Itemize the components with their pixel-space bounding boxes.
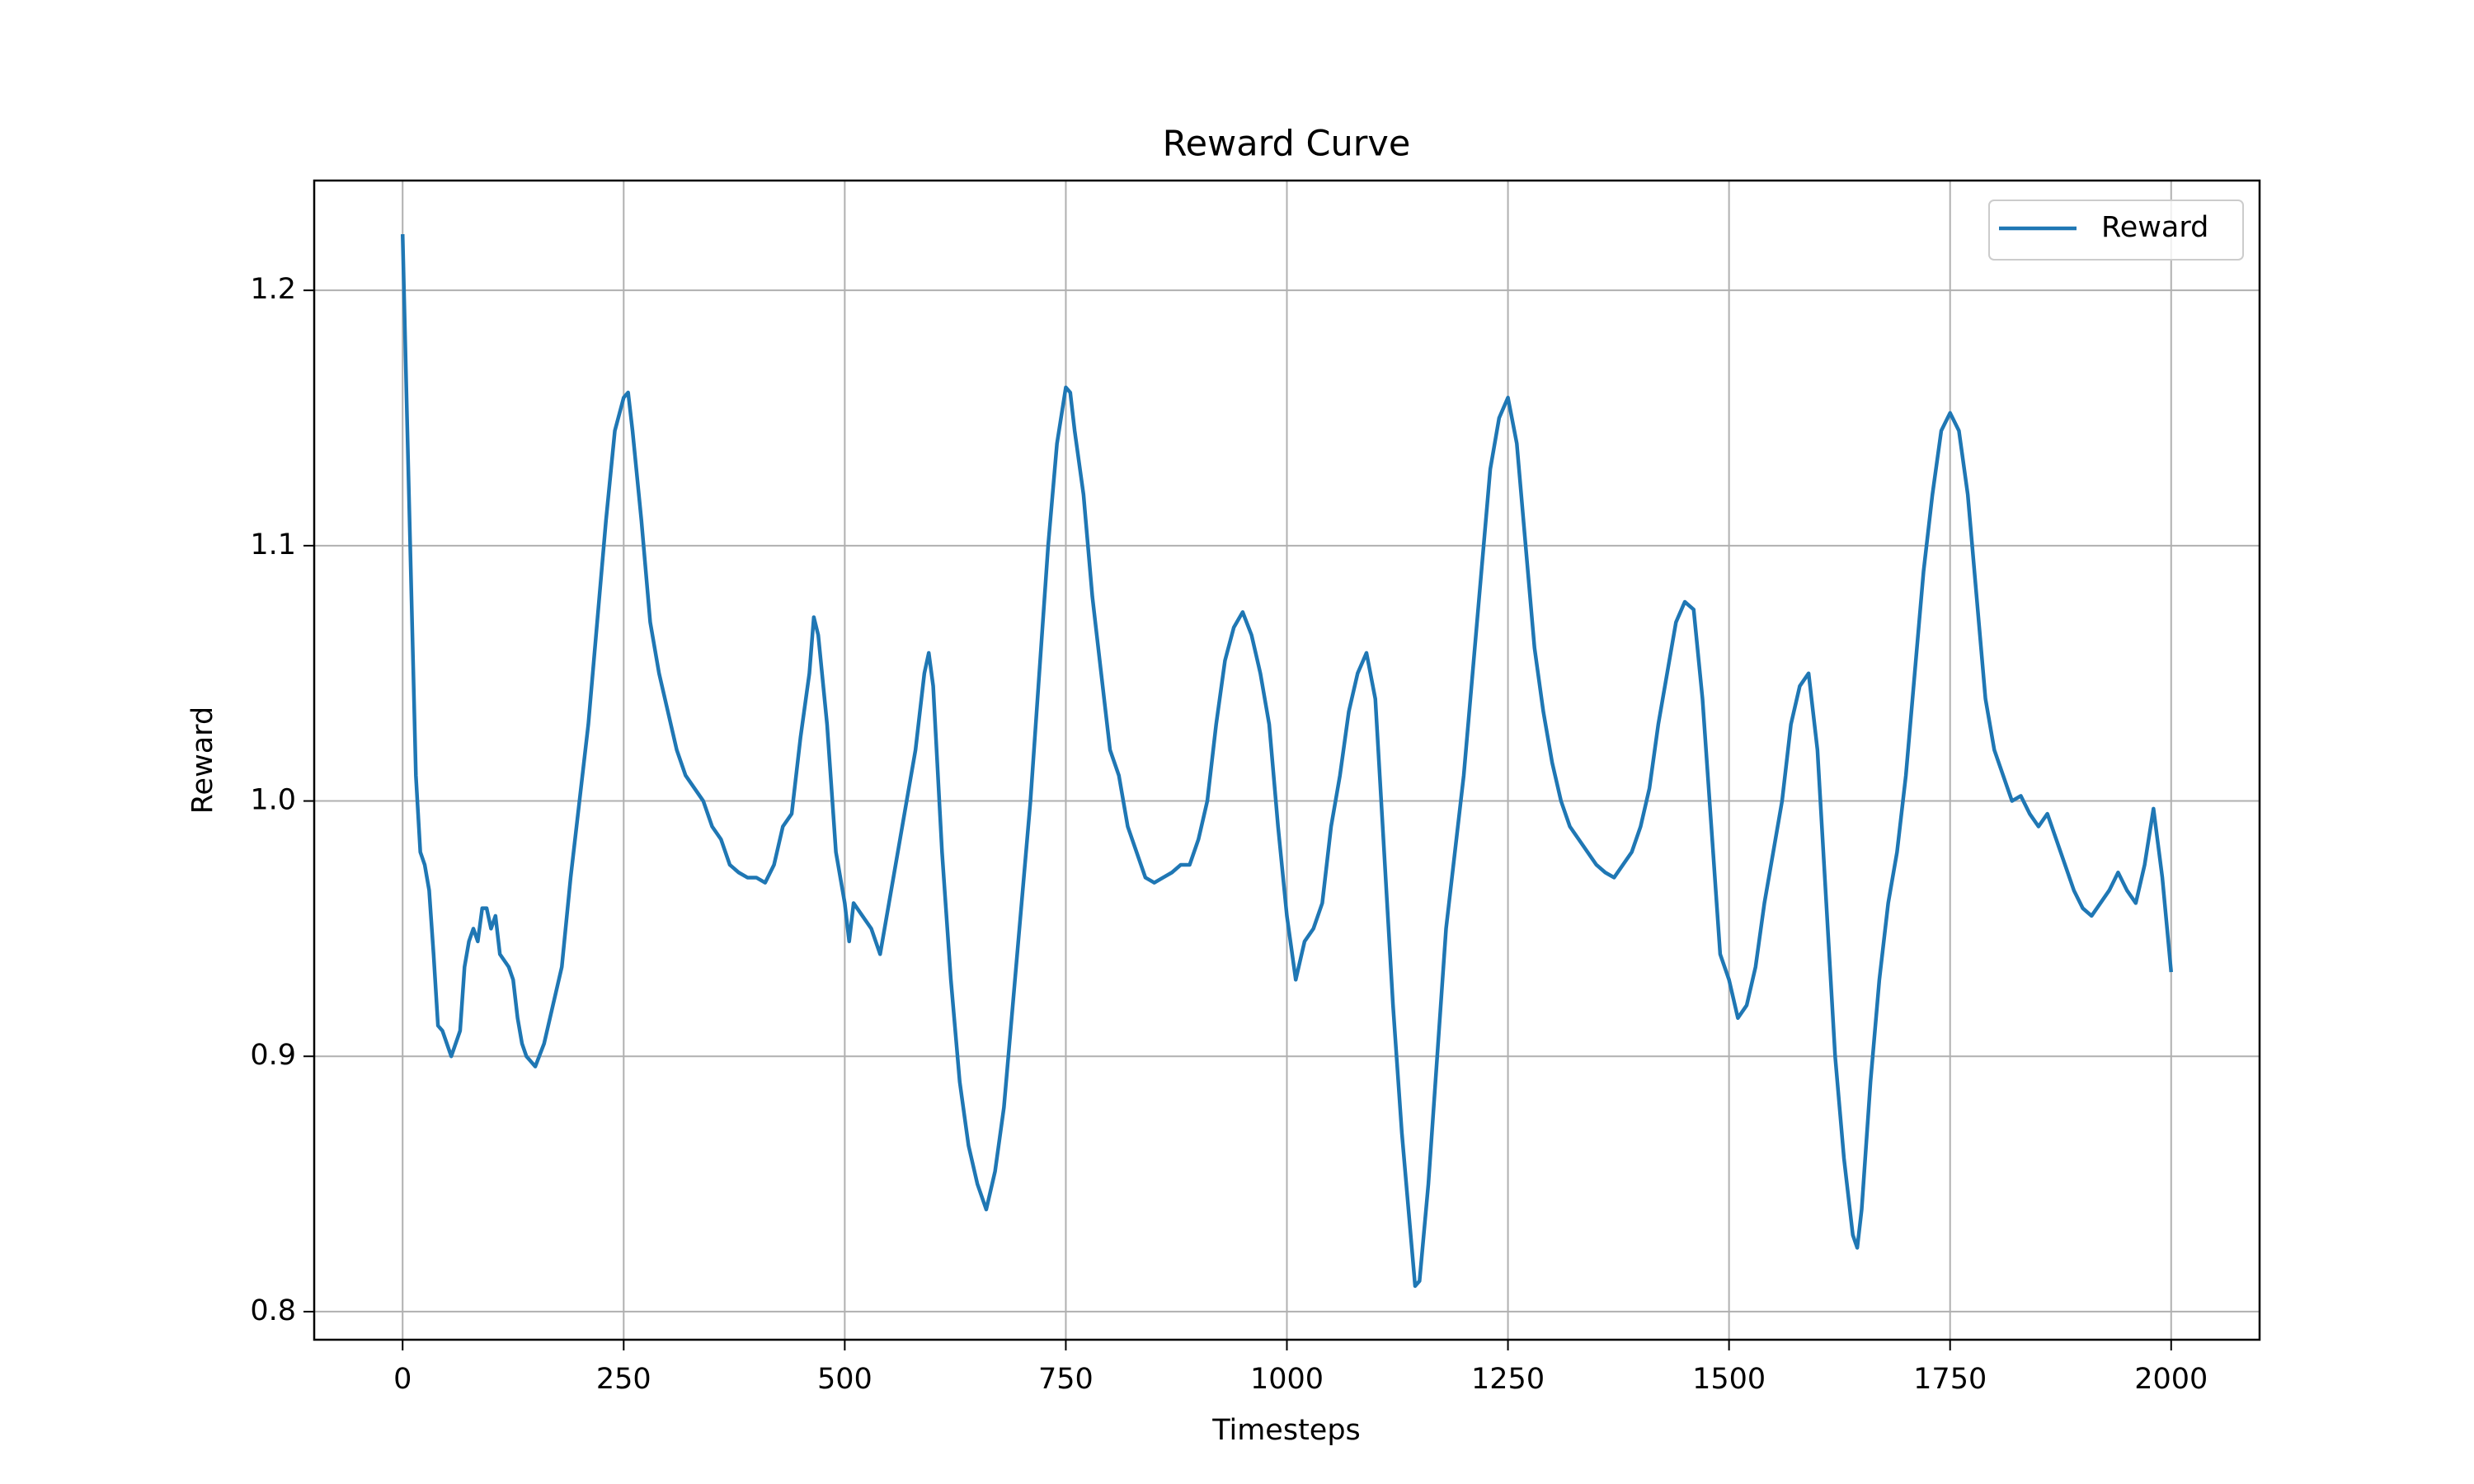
legend-label: Reward xyxy=(2101,211,2208,244)
x-tick-label: 2000 xyxy=(2134,1363,2208,1396)
legend-box xyxy=(1988,200,2244,261)
chart-title: Reward Curve xyxy=(1163,124,1411,165)
x-tick-label: 1750 xyxy=(1913,1363,1987,1396)
y-tick-label: 1.0 xyxy=(250,784,296,817)
plot-frame xyxy=(313,179,2261,1341)
x-tick-label: 1250 xyxy=(1471,1363,1545,1396)
y-tick-label: 1.1 xyxy=(250,528,296,561)
y-axis-label: Reward xyxy=(186,707,219,814)
y-tick-label: 1.2 xyxy=(250,273,296,306)
x-tick-label: 250 xyxy=(596,1363,651,1396)
x-tick-label: 500 xyxy=(817,1363,872,1396)
x-axis-label: Timesteps xyxy=(1211,1414,1361,1447)
x-tick-label: 0 xyxy=(393,1363,412,1396)
x-tick-label: 1000 xyxy=(1250,1363,1324,1396)
x-tick-label: 1500 xyxy=(1692,1363,1766,1396)
x-tick-label: 750 xyxy=(1038,1363,1094,1396)
line-series xyxy=(400,233,2174,1289)
y-tick-label: 0.9 xyxy=(250,1039,296,1072)
y-tick-label: 0.8 xyxy=(250,1294,296,1327)
